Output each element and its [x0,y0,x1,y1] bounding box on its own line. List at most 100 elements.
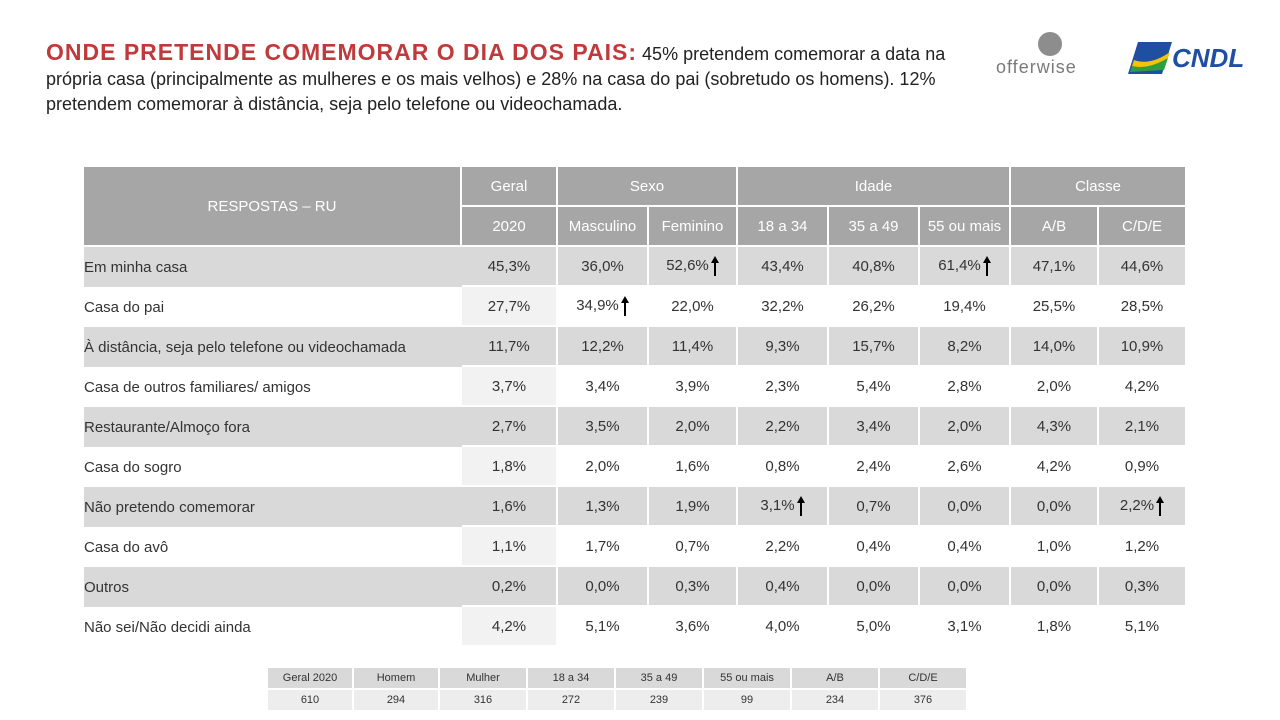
sample-base-table: Geral 2020 Homem Mulher 18 a 34 35 a 49 55 ou… [266,666,968,712]
cell-value: 61,4% [938,256,981,274]
row-label: Não sei/Não decidi ainda [84,607,462,647]
table-cell: 3,4% [558,367,649,407]
table-cell: 0,7% [649,527,738,567]
cell-value: 0,4% [765,577,800,595]
cell-value: 1,2% [1124,537,1160,555]
cell-value: 3,7% [491,377,527,395]
cell-value: 2,4% [856,457,891,475]
base-value: 234 [792,690,878,710]
table-cell: 1,1% [462,527,558,567]
cell-value: 2,2% [765,417,800,435]
row-label: Casa de outros familiares/ amigos [84,367,462,407]
table-cell: 3,5% [558,407,649,447]
table-row: Casa do pai 27,7% 34,9% 22,0% 32,2% 26,2% 19,4… [84,287,1187,327]
table-cell: 3,1% [920,607,1011,647]
arrow-up-icon [796,496,805,516]
cell-value: 4,0% [765,617,800,635]
table-cell: 10,9% [1099,327,1187,367]
row-label: Casa do pai [84,287,462,327]
cndl-flag-icon [1128,42,1172,74]
table-cell: 2,2% [738,407,829,447]
table-cell: 52,6% [649,247,738,287]
cell-value: 2,0% [1036,377,1072,395]
cell-value: 0,0% [947,497,982,515]
cell-value: 0,3% [675,577,710,595]
title-description: 45% pretendem comemorar a data na própri… [46,44,946,114]
table-cell: 0,2% [462,567,558,607]
cell-value: 2,3% [765,377,800,395]
table-row: Restaurante/Almoço fora 2,7% 3,5% 2,0% 2,2% 3… [84,407,1187,447]
group-sexo: Sexo [558,167,738,207]
table-cell: 3,4% [829,407,920,447]
cell-value: 34,9% [576,296,619,314]
cell-value: 2,0% [585,457,620,475]
table-cell: 25,5% [1011,287,1099,327]
base-values-row: 610 294 316 272 239 99 234 376 [268,690,966,710]
table-cell: 2,6% [920,447,1011,487]
cell-value: 32,2% [761,297,804,315]
table-cell: 40,8% [829,247,920,287]
cell-value: 3,1% [947,617,982,635]
cell-value: 3,9% [675,377,710,395]
cell-value: 2,8% [947,377,982,395]
table-cell: 47,1% [1011,247,1099,287]
column-header-row: 2020 Masculino Feminino 18 a 34 35 a 49 55 ou… [84,207,1187,247]
table-cell: 1,0% [1011,527,1099,567]
table-cell: 5,1% [558,607,649,647]
table-cell: 27,7% [462,287,558,327]
cell-value: 45,3% [487,257,531,275]
table-cell: 22,0% [649,287,738,327]
table-cell: 5,0% [829,607,920,647]
base-header: Mulher [440,668,526,688]
cell-value: 3,4% [585,377,620,395]
table-row: Não sei/Não decidi ainda 4,2% 5,1% 3,6% 4,0%… [84,607,1187,647]
cell-value: 47,1% [1032,257,1076,275]
cell-value: 44,6% [1120,257,1164,275]
arrow-up-icon [1156,496,1165,516]
cell-value: 1,0% [1036,537,1072,555]
table-body: Em minha casa 45,3% 36,0% 52,6% 43,4% 40,8% 61… [84,247,1187,647]
offerwise-logo: offerwise [996,32,1106,77]
cell-value: 3,1% [760,496,795,514]
cell-value: 22,0% [671,297,714,315]
cell-value: 19,4% [943,297,986,315]
table-cell: 0,7% [829,487,920,527]
arrow-up-icon [620,296,629,316]
table-cell: 12,2% [558,327,649,367]
table-cell: 0,0% [558,567,649,607]
table-cell: 0,4% [829,527,920,567]
base-header: Homem [354,668,438,688]
group-geral: Geral [462,167,558,207]
base-value: 316 [440,690,526,710]
cell-value: 26,2% [852,297,895,315]
table-cell: 45,3% [462,247,558,287]
table-cell: 3,1% [738,487,829,527]
table-cell: 43,4% [738,247,829,287]
cell-value: 0,4% [947,537,982,555]
cell-value: 1,6% [675,457,710,475]
cell-value: 0,9% [1124,457,1160,475]
table-cell: 32,2% [738,287,829,327]
table-cell: 1,9% [649,487,738,527]
column-header: 55 ou mais [920,207,1011,247]
cell-value: 25,5% [1032,297,1076,315]
table-cell: 34,9% [558,287,649,327]
cell-value: 1,9% [675,497,710,515]
table-cell: 1,6% [649,447,738,487]
group-idade: Idade [738,167,1011,207]
cell-value: 5,0% [856,617,891,635]
cell-value: 4,2% [1124,377,1160,395]
group-classe: Classe [1011,167,1187,207]
base-value: 610 [268,690,352,710]
cell-value: 43,4% [761,257,804,275]
cell-value: 4,3% [1036,417,1072,435]
table-row: Outros 0,2% 0,0% 0,3% 0,4% 0,0% 0,0% 0,0% 0,3% [84,567,1187,607]
table-cell: 4,2% [1099,367,1187,407]
cell-value: 11,4% [671,337,714,355]
table-cell: 3,9% [649,367,738,407]
cell-value: 40,8% [852,257,895,275]
table-cell: 2,0% [1011,367,1099,407]
cell-value: 3,4% [856,417,891,435]
cell-value: 1,8% [491,457,527,475]
cndl-logo-text: CNDL [1172,43,1245,73]
